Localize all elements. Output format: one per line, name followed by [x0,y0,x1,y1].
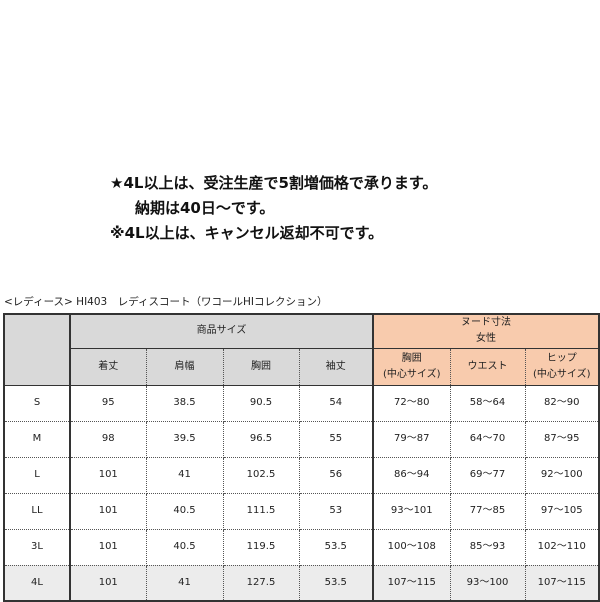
table-cell: 101 [69,492,147,530]
table-cell: 53 [298,492,374,530]
table-row: LL 101 40.5 111.5 53 93～101 77～85 97～105 [3,492,600,530]
size-label: 4L [3,564,71,602]
table-cell: 102.5 [222,456,300,494]
table-cell: 107～115 [524,564,600,602]
table-cell: 93～100 [449,564,526,602]
col-header: 胸囲 [222,347,300,386]
col-header: 肩幅 [145,347,224,386]
product-size-header: 商品サイズ [69,313,374,349]
nude-size-header: ヌード寸法 女性 [372,313,600,349]
table-cell: 93～101 [372,492,451,530]
table-cell: 53.5 [298,564,374,602]
table-cell: 41 [145,564,224,602]
table-row: 3L 101 40.5 119.5 53.5 100～108 85～93 102～110 [3,528,600,566]
col-header: 着丈 [69,347,147,386]
table-cell: 85～93 [449,528,526,566]
table-cell: 56 [298,456,374,494]
col-header: 胸囲 (中心サイズ) [372,347,451,386]
col-header: ウエスト [449,347,526,386]
table-cell: 39.5 [145,420,224,458]
size-label: 3L [3,528,71,566]
table-row: S 95 38.5 90.5 54 72～80 58～64 82～90 [3,384,600,422]
table-cell: 72～80 [372,384,451,422]
table-cell: 55 [298,420,374,458]
table-cell: 40.5 [145,492,224,530]
table-cell: 101 [69,564,147,602]
table-cell: 119.5 [222,528,300,566]
table-cell: 97～105 [524,492,600,530]
table-cell: 92～100 [524,456,600,494]
table-cell: 107～115 [372,564,451,602]
corner-cell [3,313,71,386]
table-cell: 111.5 [222,492,300,530]
note-made-to-order: ★4L以上は、受注生産で5割増価格で承ります。 [110,174,438,192]
size-label: M [3,420,71,458]
size-label: S [3,384,71,422]
table-cell: 90.5 [222,384,300,422]
table-cell: 40.5 [145,528,224,566]
table-cell: 79～87 [372,420,451,458]
size-label: LL [3,492,71,530]
table-cell: 64～70 [449,420,526,458]
table-title: <レディース> HI403 レディスコート（ワコールHIコレクション） [4,296,328,308]
table-cell: 54 [298,384,374,422]
table-cell: 101 [69,528,147,566]
table-cell: 77～85 [449,492,526,530]
table-cell: 87～95 [524,420,600,458]
table-cell: 82～90 [524,384,600,422]
table-cell: 86～94 [372,456,451,494]
table-cell: 58～64 [449,384,526,422]
col-header: ヒップ (中心サイズ) [524,347,600,386]
table-row: 4L 101 41 127.5 53.5 107～115 93～100 107～115 [3,564,600,602]
table-cell: 98 [69,420,147,458]
table-cell: 102～110 [524,528,600,566]
table-cell: 101 [69,456,147,494]
table-cell: 127.5 [222,564,300,602]
table-cell: 96.5 [222,420,300,458]
note-delivery: 納期は40日～です。 [135,199,275,217]
table-cell: 69～77 [449,456,526,494]
table-row: L 101 41 102.5 56 86～94 69～77 92～100 [3,456,600,494]
note-no-cancel: ※4L以上は、キャンセル返却不可です。 [110,224,384,242]
size-table: 商品サイズ ヌード寸法 女性 着丈 肩幅 胸囲 袖丈 胸囲 (中心サイズ) ウエスト… [3,313,600,602]
col-header: 袖丈 [298,347,374,386]
table-cell: 95 [69,384,147,422]
table-cell: 41 [145,456,224,494]
table-cell: 38.5 [145,384,224,422]
table-cell: 53.5 [298,528,374,566]
size-label: L [3,456,71,494]
table-row: M 98 39.5 96.5 55 79～87 64～70 87～95 [3,420,600,458]
table-cell: 100～108 [372,528,451,566]
